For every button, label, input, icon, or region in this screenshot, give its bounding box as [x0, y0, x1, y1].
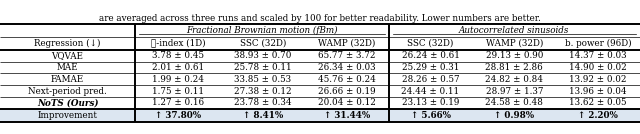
Text: WAMP (32D): WAMP (32D): [486, 39, 543, 48]
Text: are averaged across three runs and scaled by 100 for better readability. Lower n: are averaged across three runs and scale…: [99, 14, 541, 23]
Text: 13.96 ± 0.04: 13.96 ± 0.04: [570, 87, 627, 96]
Text: Improvement: Improvement: [38, 111, 97, 120]
Text: 14.90 ± 0.02: 14.90 ± 0.02: [569, 63, 627, 72]
Text: Next-period pred.: Next-period pred.: [28, 87, 107, 96]
Text: 23.78 ± 0.34: 23.78 ± 0.34: [234, 98, 292, 107]
Text: 24.44 ± 0.11: 24.44 ± 0.11: [401, 87, 460, 96]
Text: 20.04 ± 0.12: 20.04 ± 0.12: [318, 98, 376, 107]
Text: 28.81 ± 2.86: 28.81 ± 2.86: [486, 63, 543, 72]
Text: 29.13 ± 0.90: 29.13 ± 0.90: [486, 51, 543, 60]
Text: 24.58 ± 0.48: 24.58 ± 0.48: [485, 98, 543, 107]
Text: MAE: MAE: [57, 63, 79, 72]
Text: Autocorrelated sinusoids: Autocorrelated sinusoids: [459, 26, 570, 35]
Text: 33.85 ± 0.53: 33.85 ± 0.53: [234, 75, 292, 84]
Text: ↑ 8.41%: ↑ 8.41%: [243, 111, 283, 120]
Text: 3.78 ± 0.45: 3.78 ± 0.45: [152, 51, 204, 60]
Bar: [0, 109, 640, 122]
Text: 28.97 ± 1.37: 28.97 ± 1.37: [486, 87, 543, 96]
Text: ↑ 0.98%: ↑ 0.98%: [494, 111, 534, 120]
Text: 27.38 ± 0.12: 27.38 ± 0.12: [234, 87, 292, 96]
Text: 26.34 ± 0.03: 26.34 ± 0.03: [318, 63, 376, 72]
Text: ℌ-index (1D): ℌ-index (1D): [151, 39, 205, 48]
Text: 25.78 ± 0.11: 25.78 ± 0.11: [234, 63, 292, 72]
Text: 1.27 ± 0.16: 1.27 ± 0.16: [152, 98, 204, 107]
Text: 26.66 ± 0.19: 26.66 ± 0.19: [318, 87, 376, 96]
Text: SSC (32D): SSC (32D): [407, 39, 454, 48]
Text: 2.01 ± 0.61: 2.01 ± 0.61: [152, 63, 204, 72]
Text: Fractional Brownian motion (fBm): Fractional Brownian motion (fBm): [186, 26, 338, 35]
Text: 23.13 ± 0.19: 23.13 ± 0.19: [402, 98, 460, 107]
Text: 24.82 ± 0.84: 24.82 ± 0.84: [485, 75, 543, 84]
Text: VQVAE: VQVAE: [52, 51, 84, 60]
Text: ↑ 2.20%: ↑ 2.20%: [578, 111, 618, 120]
Text: 13.92 ± 0.02: 13.92 ± 0.02: [570, 75, 627, 84]
Text: 25.29 ± 0.31: 25.29 ± 0.31: [402, 63, 460, 72]
Text: 14.37 ± 0.03: 14.37 ± 0.03: [570, 51, 627, 60]
Text: b. power (96D): b. power (96D): [564, 39, 632, 48]
Text: FAMAE: FAMAE: [51, 75, 84, 84]
Text: ↑ 31.44%: ↑ 31.44%: [324, 111, 370, 120]
Text: 45.76 ± 0.24: 45.76 ± 0.24: [318, 75, 376, 84]
Text: 1.99 ± 0.24: 1.99 ± 0.24: [152, 75, 204, 84]
Text: 28.26 ± 0.57: 28.26 ± 0.57: [402, 75, 460, 84]
Text: ↑ 37.80%: ↑ 37.80%: [155, 111, 201, 120]
Text: 1.75 ± 0.11: 1.75 ± 0.11: [152, 87, 204, 96]
Text: Regression (↓): Regression (↓): [35, 39, 101, 48]
Text: 13.62 ± 0.05: 13.62 ± 0.05: [570, 98, 627, 107]
Text: ↑ 5.66%: ↑ 5.66%: [410, 111, 451, 120]
Text: 26.24 ± 0.61: 26.24 ± 0.61: [402, 51, 460, 60]
Text: 65.77 ± 3.72: 65.77 ± 3.72: [318, 51, 376, 60]
Text: WAMP (32D): WAMP (32D): [318, 39, 376, 48]
Text: SSC (32D): SSC (32D): [240, 39, 286, 48]
Text: NoTS (Ours): NoTS (Ours): [37, 98, 99, 107]
Text: 38.93 ± 0.70: 38.93 ± 0.70: [234, 51, 292, 60]
